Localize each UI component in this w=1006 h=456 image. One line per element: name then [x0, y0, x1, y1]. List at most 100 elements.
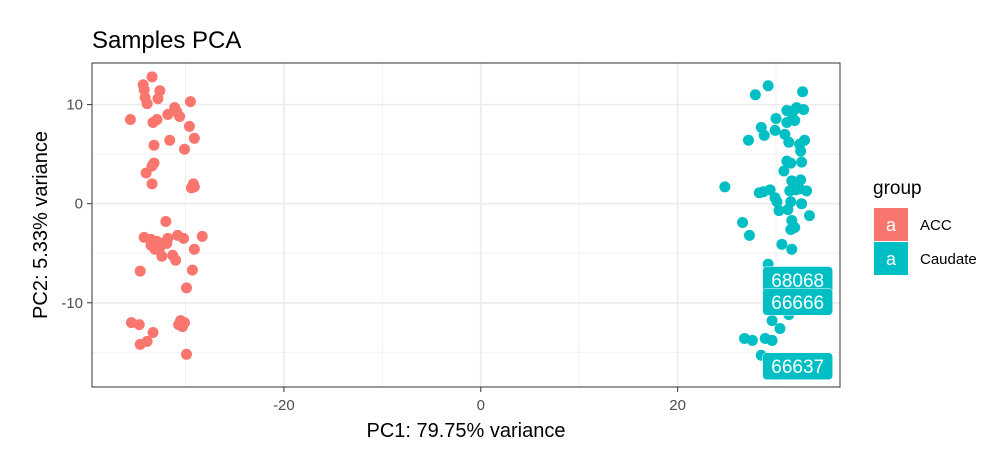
data-point-caudate [789, 114, 801, 126]
data-point-acc [147, 116, 159, 128]
x-tick-label: -20 [273, 397, 295, 414]
x-tick-label: 0 [477, 397, 485, 414]
legend-key-glyph-acc: a [886, 215, 897, 235]
data-point-acc [179, 317, 191, 329]
data-point-caudate [795, 145, 807, 157]
data-point-acc [137, 79, 149, 91]
data-point-acc [141, 98, 153, 110]
data-point-acc [152, 93, 164, 105]
data-point-caudate [796, 198, 808, 210]
data-point-acc [147, 327, 159, 339]
data-point-caudate [769, 124, 781, 136]
data-point-acc [133, 319, 145, 331]
data-point-acc [170, 254, 182, 266]
data-point-caudate [786, 243, 798, 255]
legend-label-caudate: Caudate [920, 251, 977, 268]
data-point-caudate [795, 174, 807, 186]
data-point-caudate [796, 156, 808, 168]
legend-key-acc [874, 208, 908, 241]
data-point-acc [174, 111, 186, 123]
data-point-caudate [737, 217, 749, 229]
data-point-acc [184, 96, 196, 108]
data-point-caudate [778, 165, 790, 177]
data-point-caudate [799, 134, 811, 146]
data-point-acc [156, 250, 168, 262]
data-point-acc [146, 178, 158, 190]
data-point-caudate [742, 134, 754, 146]
legend-key-glyph-caudate: a [886, 249, 897, 269]
point-label: 68068 [762, 266, 833, 294]
data-point-acc [140, 167, 152, 179]
chart-title: Samples PCA [92, 27, 241, 54]
data-point-acc [148, 139, 160, 151]
x-axis-title: PC1: 79.75% variance [366, 420, 565, 442]
data-point-caudate [773, 205, 785, 217]
legend-key-caudate [874, 242, 908, 275]
data-point-acc [134, 265, 146, 277]
data-point-caudate [774, 323, 786, 335]
data-point-acc [161, 237, 173, 249]
point-label-text: 68068 [771, 271, 824, 292]
data-point-acc [180, 348, 192, 360]
data-point-caudate [743, 229, 755, 241]
data-point-caudate [766, 315, 778, 327]
axis-ticks: -20 0 20 -10 0 10 [61, 97, 686, 414]
data-point-caudate [762, 80, 774, 92]
data-point-caudate [719, 181, 731, 193]
point-label: 66637 [762, 352, 833, 380]
point-label-text: 66666 [771, 293, 824, 314]
data-point-acc [124, 113, 136, 125]
data-point-caudate [749, 89, 761, 101]
data-point-caudate [771, 196, 783, 208]
data-point-acc [185, 182, 197, 194]
legend: group a ACC a Caudate [873, 178, 977, 275]
data-point-acc [180, 282, 192, 294]
data-point-caudate [758, 129, 770, 141]
x-tick-label: 20 [669, 397, 686, 414]
data-point-acc [188, 243, 200, 255]
legend-entry-caudate: a Caudate [874, 242, 977, 275]
y-axis-title: PC2: 5.33% variance [30, 131, 52, 319]
data-point-caudate [783, 136, 795, 148]
data-point-caudate [803, 210, 815, 222]
data-point-acc [160, 216, 172, 228]
legend-entry-acc: a ACC [874, 208, 952, 241]
point-label-box [762, 288, 833, 316]
data-point-caudate [798, 104, 810, 116]
data-point-caudate [786, 175, 798, 187]
data-point-caudate [782, 204, 794, 216]
data-point-acc [178, 232, 190, 244]
legend-label-acc: ACC [920, 217, 952, 234]
data-point-caudate [785, 223, 797, 235]
data-point-acc [162, 109, 174, 121]
point-label-text: 66637 [771, 357, 824, 378]
data-point-caudate [797, 86, 809, 98]
data-point-acc [183, 120, 195, 132]
data-point-caudate [764, 184, 776, 196]
data-point-caudate [801, 185, 813, 197]
data-point-acc [196, 230, 208, 242]
data-point-caudate [770, 112, 782, 124]
data-point-acc [188, 132, 200, 144]
y-tick-label: 10 [66, 97, 83, 114]
y-tick-label: 0 [75, 196, 83, 213]
grid-lines [92, 63, 840, 387]
data-point-caudate [785, 157, 797, 169]
point-label-box [762, 352, 833, 380]
data-point-acc [179, 143, 191, 155]
data-point-acc [186, 264, 198, 276]
data-point-caudate [776, 238, 788, 250]
data-point-acc [146, 71, 158, 83]
data-point-acc [164, 134, 176, 146]
point-label: 66666 [762, 288, 833, 316]
data-point-caudate [746, 334, 758, 346]
data-point-acc [141, 335, 153, 347]
panel-border [91, 62, 841, 388]
data-point-caudate [766, 334, 778, 346]
data-points [124, 71, 815, 361]
y-tick-label: -10 [61, 295, 83, 312]
panel-background [92, 63, 840, 387]
